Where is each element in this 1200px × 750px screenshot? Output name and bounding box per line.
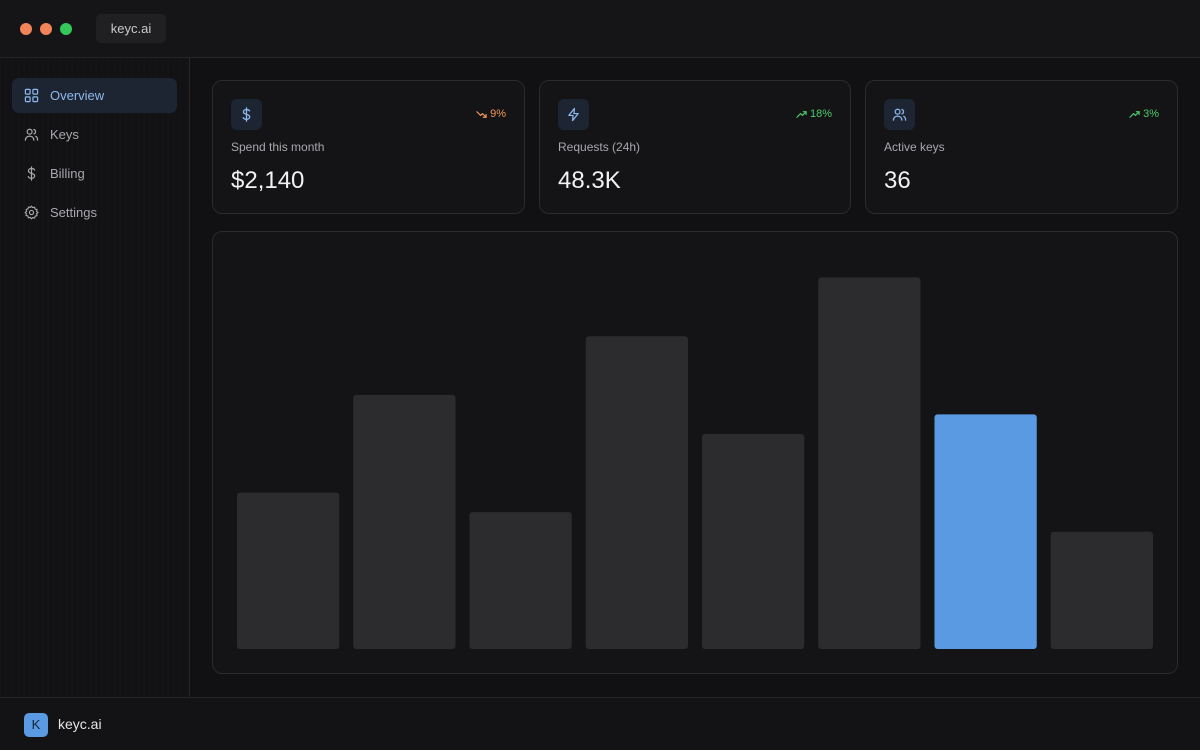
title-bar: keyc.ai: [0, 0, 1200, 58]
chart-bar[interactable]: [237, 492, 340, 649]
gear-icon: [24, 205, 39, 220]
users-icon: [892, 108, 907, 121]
stat-value: 36: [884, 167, 911, 194]
stat-label: Active keys: [884, 140, 945, 154]
dollar-icon: [27, 166, 36, 181]
trend-value: 3%: [1143, 108, 1159, 120]
dollar-icon: [242, 107, 251, 122]
sidebar-item-settings[interactable]: Settings: [12, 195, 177, 230]
usage-chart-panel: [212, 231, 1178, 674]
bolt-icon: [568, 107, 579, 122]
trend-up-icon: [796, 110, 807, 118]
stat-card-active-keys: 3% Active keys 36: [865, 80, 1178, 214]
brand-name: keyc.ai: [58, 716, 102, 732]
minimize-window-button[interactable]: [40, 23, 52, 35]
card-icon-badge: [231, 99, 262, 130]
chart-bar[interactable]: [1050, 531, 1153, 649]
trend-badge: 9%: [476, 108, 506, 120]
trend-value: 9%: [490, 108, 506, 120]
chart-bar[interactable]: [702, 433, 805, 649]
trend-badge: 3%: [1129, 108, 1159, 120]
browser-tab[interactable]: keyc.ai: [96, 14, 166, 43]
maximize-window-button[interactable]: [60, 23, 72, 35]
chart-bar[interactable]: [585, 336, 688, 649]
stat-label: Spend this month: [231, 140, 325, 154]
sidebar-item-label: Keys: [50, 127, 79, 142]
chart-bar[interactable]: [353, 394, 456, 649]
sidebar-item-overview[interactable]: Overview: [12, 78, 177, 113]
sidebar-item-keys[interactable]: Keys: [12, 117, 177, 152]
trend-badge: 18%: [796, 108, 832, 120]
stat-card-requests: 18% Requests (24h) 48.3K: [539, 80, 851, 214]
close-window-button[interactable]: [20, 23, 32, 35]
stat-value: 48.3K: [558, 167, 621, 194]
grid-icon: [24, 88, 39, 103]
sidebar-item-label: Settings: [50, 205, 97, 220]
sidebar-item-label: Billing: [50, 166, 85, 181]
footer: K keyc.ai: [0, 697, 1200, 750]
chart-bar-highlighted[interactable]: [934, 414, 1037, 649]
sidebar: Overview Keys Billing Settings: [0, 58, 190, 697]
stat-value: $2,140: [231, 167, 305, 194]
trend-value: 18%: [809, 108, 832, 120]
sidebar-item-billing[interactable]: Billing: [12, 156, 177, 191]
card-icon-badge: [884, 99, 915, 130]
card-icon-badge: [558, 99, 589, 130]
chart-bar[interactable]: [469, 512, 572, 649]
trend-down-icon: [476, 110, 487, 118]
stat-label: Requests (24h): [558, 140, 641, 154]
users-icon: [24, 128, 39, 141]
sidebar-item-label: Overview: [50, 88, 105, 103]
app-logo[interactable]: K: [24, 713, 48, 737]
trend-up-icon: [1129, 110, 1140, 118]
usage-bar-chart: [237, 277, 1153, 649]
chart-bar[interactable]: [818, 277, 921, 649]
stat-card-spend: 9% Spend this month $2,140: [212, 80, 525, 214]
